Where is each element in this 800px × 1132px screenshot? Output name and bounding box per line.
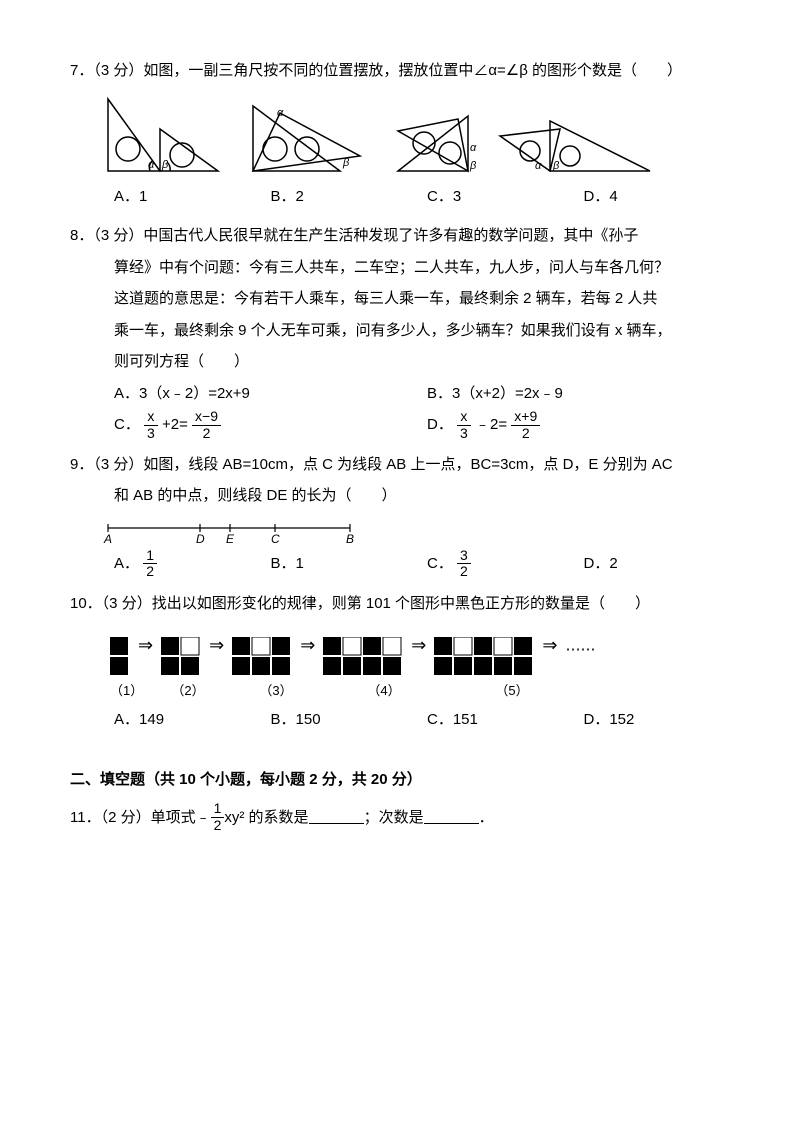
svg-text:β: β xyxy=(161,159,169,171)
q8-opt-c: C． x3 +2= x−92 xyxy=(114,409,427,441)
question-11: 11．（2 分）单项式﹣ 12 xy² 的系数是 ；次数是 ． xyxy=(70,801,740,833)
question-9: 9．（3 分）如图，线段 AB=10cm，点 C 为线段 AB 上一点，BC=3… xyxy=(70,449,740,580)
q8-l4: 乘一车，最终剩余 9 个人无车可乘，问有多少人，多少辆车？如果我们设有 x 辆车… xyxy=(70,315,740,347)
arrow-icon: ⇒ xyxy=(138,627,153,665)
q8-opt-d: D． x3 ﹣2= x+92 xyxy=(427,409,740,441)
question-7: 7．（3 分）如图，一副三角尺按不同的位置摆放，摆放位置中∠α=∠β 的图形个数… xyxy=(70,55,740,212)
pattern-4 xyxy=(323,637,403,677)
q9-options: A． 12 B．1 C． 32 D．2 xyxy=(70,548,740,580)
q7-opt-d: D．4 xyxy=(584,181,741,213)
q9-opt-a: A． 12 xyxy=(114,548,271,580)
pattern-3 xyxy=(232,637,292,677)
q7-options: A．1 B．2 C．3 D．4 xyxy=(70,181,740,213)
svg-text:β: β xyxy=(342,157,350,169)
q8-l3: 这道题的意思是：今有若干人乘车，每三人乘一车，最终剩余 2 辆车，若每 2 人共 xyxy=(70,283,740,315)
q10-opt-a: A．149 xyxy=(114,704,271,736)
frac-x-3b: x3 xyxy=(457,409,471,441)
q8-opt-a: A．3（x﹣2）=2x+9 xyxy=(114,378,427,410)
q8c-pre: C． xyxy=(114,416,140,433)
question-8: 8．（3 分）中国古代人民很早就在生产生活种发现了许多有趣的数学问题，其中《孙子… xyxy=(70,220,740,441)
pattern-5 xyxy=(434,637,534,677)
triangle-figures: α β α β xyxy=(100,91,660,181)
svg-text:β: β xyxy=(469,160,477,172)
q8d-mid: ﹣2= xyxy=(475,416,511,433)
arrow-icon: ⇒ xyxy=(542,627,557,665)
q9-opt-d: D．2 xyxy=(584,548,741,580)
lbl-D: D xyxy=(196,532,205,544)
q10-opt-b: B．150 xyxy=(271,704,428,736)
q8c-mid: +2= xyxy=(162,416,192,433)
q8d-pre: D． xyxy=(427,416,453,433)
q9-l1: 9．（3 分）如图，线段 AB=10cm，点 C 为线段 AB 上一点，BC=3… xyxy=(70,449,740,481)
q11-frac: 12 xyxy=(211,801,225,833)
q9-opt-c: C． 32 xyxy=(427,548,584,580)
q8-l5: 则可列方程（ ） xyxy=(70,346,740,378)
svg-text:α: α xyxy=(277,107,284,119)
section-2-heading: 二、填空题（共 10 个小题，每小题 2 分，共 20 分） xyxy=(70,764,740,796)
q7-opt-a: A．1 xyxy=(114,181,271,213)
q11-pre: 11．（2 分）单项式﹣ xyxy=(70,802,211,834)
frac-x-3: x3 xyxy=(144,409,158,441)
q7-figures: α β α β xyxy=(70,91,740,181)
arrow-icon: ⇒ xyxy=(411,627,426,665)
svg-text:α: α xyxy=(470,142,477,154)
pattern-2 xyxy=(161,637,201,677)
arrow-icon: ⇒ xyxy=(300,627,315,665)
q10-l1: 10．（3 分）找出以如图形变化的规律，则第 101 个图形中黑色正方形的数量是… xyxy=(70,588,740,620)
lbl-A: A xyxy=(103,532,112,544)
q8-opts-row2: C． x3 +2= x−92 D． x3 ﹣2= x+92 xyxy=(70,409,740,441)
lbl-B: B xyxy=(346,532,354,544)
svg-text:α: α xyxy=(535,160,542,172)
frac-xm9-2: x−92 xyxy=(192,409,221,441)
q10-pattern-labels: （1） （2） （3） （4） （5） xyxy=(70,677,740,704)
q10-opt-d: D．152 xyxy=(584,704,741,736)
q7-opt-c: C．3 xyxy=(427,181,584,213)
arrow-icon: ⇒ xyxy=(209,627,224,665)
q8-l1: 8．（3 分）中国古代人民很早就在生产生活种发现了许多有趣的数学问题，其中《孙子 xyxy=(70,220,740,252)
q9-number-line: A D E C B xyxy=(70,518,740,544)
question-10: 10．（3 分）找出以如图形变化的规律，则第 101 个图形中黑色正方形的数量是… xyxy=(70,588,740,736)
frac-xp9-2: x+92 xyxy=(511,409,540,441)
q8-l2: 算经》中有个问题：今有三人共车，二车空；二人共车，九人步，问人与车各几何？ xyxy=(70,252,740,284)
svg-text:β: β xyxy=(552,160,560,172)
q10-options: A．149 B．150 C．151 D．152 xyxy=(70,704,740,736)
q10-opt-c: C．151 xyxy=(427,704,584,736)
q8-opts-row1: A．3（x﹣2）=2x+9 B．3（x+2）=2x﹣9 xyxy=(70,378,740,410)
q9-opt-b: B．1 xyxy=(271,548,428,580)
q9-l2: 和 AB 的中点，则线段 DE 的长为（ ） xyxy=(70,480,740,512)
q11-blank2 xyxy=(424,810,479,824)
pattern-dots: ⋯⋯ xyxy=(565,634,595,666)
pattern-1 xyxy=(110,637,130,677)
q11-mid2: ；次数是 xyxy=(364,802,424,834)
q11-end: ． xyxy=(479,802,494,834)
q10-pattern: ⇒ ⇒ ⇒ ⇒ ⇒ ⋯⋯ xyxy=(70,627,740,677)
q7-text: 7．（3 分）如图，一副三角尺按不同的位置摆放，摆放位置中∠α=∠β 的图形个数… xyxy=(70,55,740,87)
lbl-E: E xyxy=(226,532,235,544)
lbl-C: C xyxy=(271,532,280,544)
q8-opt-b: B．3（x+2）=2x﹣9 xyxy=(427,378,740,410)
q11-blank1 xyxy=(309,810,364,824)
q11-mid: xy² 的系数是 xyxy=(224,802,308,834)
q7-opt-b: B．2 xyxy=(271,181,428,213)
